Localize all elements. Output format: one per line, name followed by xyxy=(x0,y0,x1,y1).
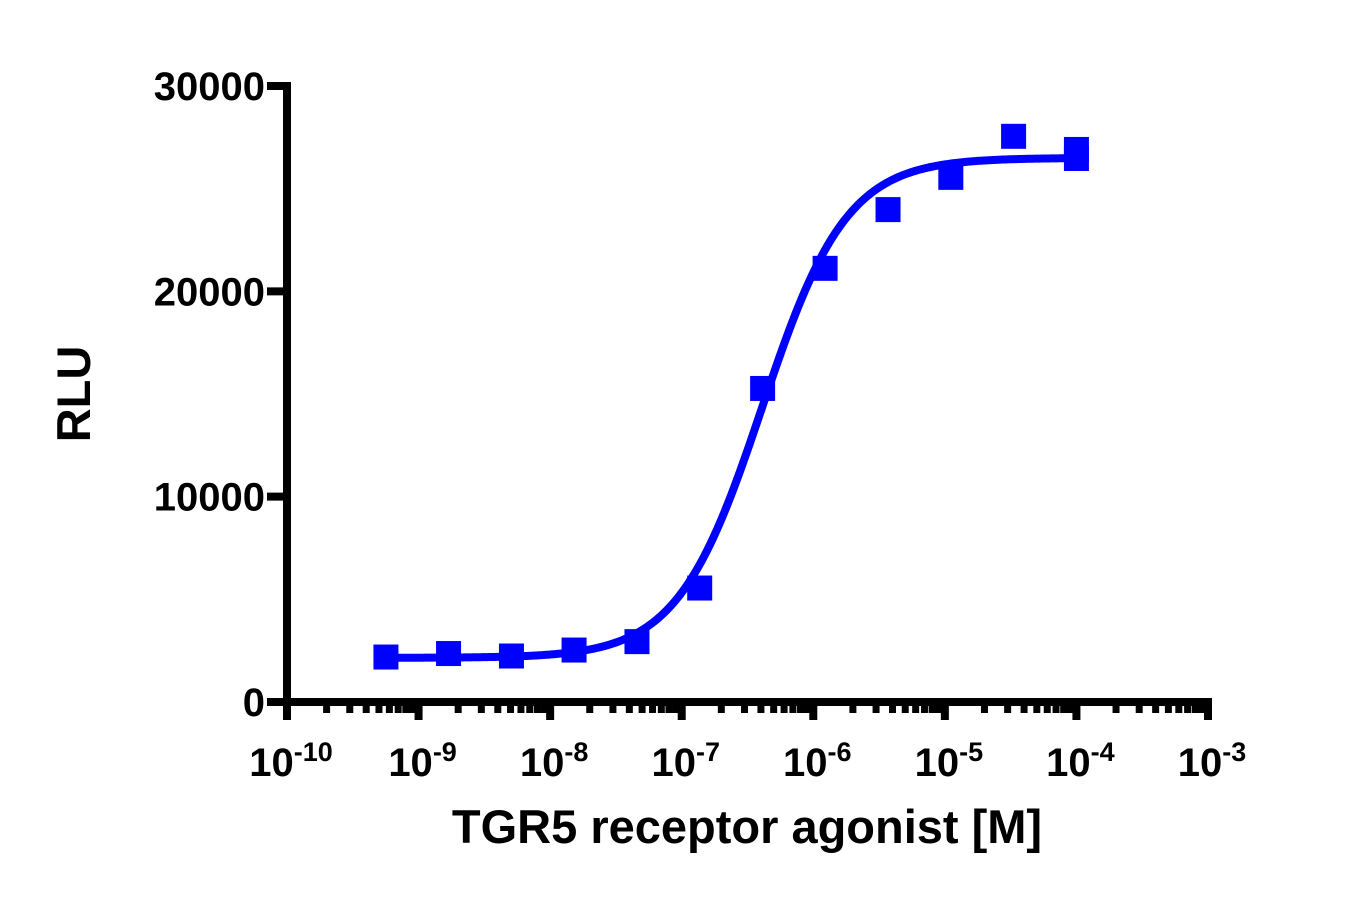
data-point-marker xyxy=(875,197,901,223)
data-point-marker xyxy=(561,637,587,663)
data-point-marker xyxy=(498,643,524,669)
x-axis: 10-10 10-9 10-8 10-7 10-6 10-5 10-4 10-3 xyxy=(249,698,1247,785)
x-tick-label: 10-10 xyxy=(249,737,333,785)
data-point-marker xyxy=(1001,123,1027,149)
data-point-marker xyxy=(687,575,713,601)
data-point-marker xyxy=(750,375,776,401)
x-tick-label: 10-5 xyxy=(915,737,984,785)
y-tick-label: 30000 xyxy=(154,65,265,109)
data-points xyxy=(373,123,1089,670)
x-tick-label: 10-3 xyxy=(1178,737,1247,785)
data-point-marker xyxy=(812,255,838,281)
x-tick-label: 10-9 xyxy=(388,737,457,785)
x-axis-title: TGR5 receptor agonist [M] xyxy=(452,800,1042,853)
x-tick-label: 10-6 xyxy=(783,737,852,785)
data-point-marker xyxy=(1063,145,1089,171)
data-point-marker xyxy=(373,644,399,670)
y-axis-title: RLU xyxy=(47,346,100,443)
fit-curve-line xyxy=(384,154,1079,662)
y-tick-label: 20000 xyxy=(154,270,265,314)
x-tick-label: 10-8 xyxy=(520,737,589,785)
data-point-marker xyxy=(938,164,964,190)
y-tick-label: 10000 xyxy=(154,476,265,520)
data-point-marker xyxy=(436,641,462,667)
data-point-marker xyxy=(624,629,650,655)
x-tick-label: 10-4 xyxy=(1046,737,1115,785)
fit-curve xyxy=(384,154,1079,662)
x-tick-label: 10-7 xyxy=(651,737,720,785)
y-tick-label: 0 xyxy=(243,681,265,725)
y-axis: 0 10000 20000 30000 xyxy=(154,65,291,725)
